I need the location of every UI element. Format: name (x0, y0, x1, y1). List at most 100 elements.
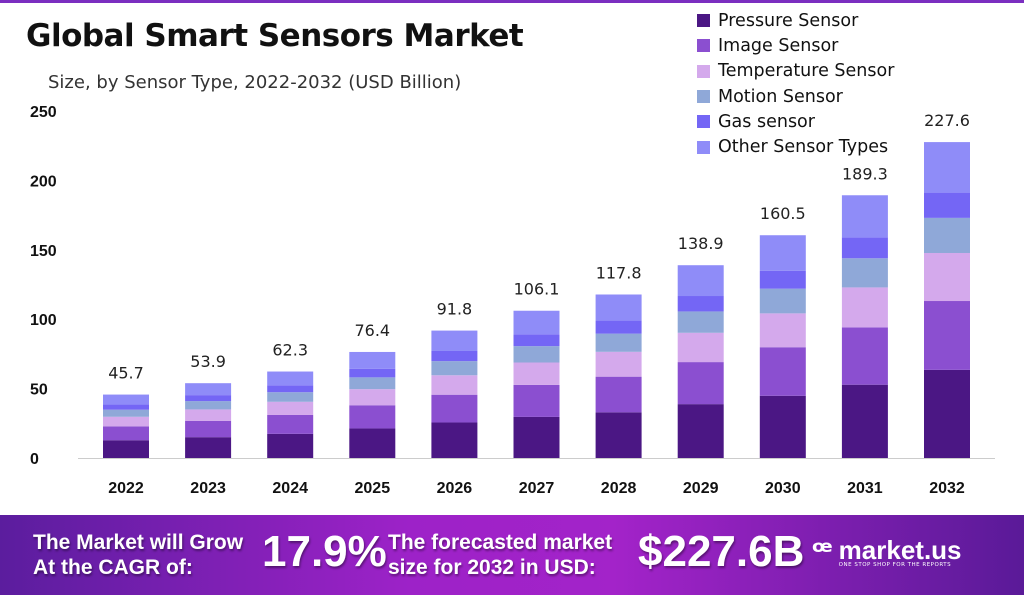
summary-banner: The Market will Grow At the CAGR of: 17.… (0, 515, 1024, 595)
bar-segment-image-sensor (677, 362, 724, 405)
legend-label: Gas sensor (718, 111, 815, 132)
x-tick-label: 2029 (683, 480, 719, 497)
x-tick-label: 2024 (272, 480, 308, 497)
x-tick-label: 2023 (190, 480, 226, 497)
total-label: 45.7 (108, 364, 144, 383)
cagr-value: 17.9% (262, 527, 387, 576)
bar-segment-gas-sensor (185, 395, 232, 402)
bar-segment-motion-sensor (513, 346, 560, 363)
chart-subtitle: Size, by Sensor Type, 2022-2032 (USD Bil… (48, 72, 462, 93)
bar-segment-temperature-sensor (513, 362, 560, 385)
cagr-label: The Market will Grow At the CAGR of: (33, 531, 244, 579)
total-label: 76.4 (354, 321, 390, 340)
bar-segment-image-sensor (841, 327, 888, 385)
bar-segment-pressure-sensor (841, 384, 888, 458)
logo-mark-icon: ꟹ (812, 535, 833, 570)
bar-segment-image-sensor (185, 420, 232, 438)
y-tick-label: 0 (30, 451, 39, 468)
bar-segment-motion-sensor (677, 311, 724, 333)
legend-swatch (697, 115, 710, 129)
bar-segment-pressure-sensor (759, 395, 806, 458)
bar-segment-temperature-sensor (185, 409, 232, 421)
brand-tagline: ONE STOP SHOP FOR THE REPORTS (838, 561, 952, 568)
stacked-bar-chart: 0 50 100 150 200 250 45.7 2022 53.9 2023 62.3 2024 7… (30, 104, 995, 497)
total-label: 227.6 (924, 111, 970, 130)
x-tick-label: 2031 (847, 480, 883, 497)
bar-segment-motion-sensor (267, 392, 314, 402)
bar-segment-temperature-sensor (267, 401, 314, 415)
bar-segment-temperature-sensor (677, 332, 724, 363)
legend-item: Temperature Sensor (697, 59, 894, 84)
legend-label: Image Sensor (718, 35, 839, 56)
bar-segment-temperature-sensor (924, 252, 970, 302)
total-label: 53.9 (190, 352, 226, 371)
bar-segment-gas-sensor (267, 385, 314, 393)
bar-segment-motion-sensor (841, 258, 888, 288)
legend-item: Motion Sensor (697, 84, 894, 109)
top-border (0, 0, 1024, 3)
forecast-value: $227.6B (638, 527, 805, 576)
bar-segment-gas-sensor (431, 350, 478, 362)
bar-segment-pressure-sensor (349, 428, 396, 458)
bar-segment-other-sensor-types (924, 142, 970, 193)
bar-segment-temperature-sensor (349, 389, 396, 406)
bar-segment-image-sensor (595, 376, 642, 413)
bar-segment-temperature-sensor (841, 287, 888, 328)
legend-label: Pressure Sensor (718, 10, 859, 31)
legend-item: Gas sensor (697, 109, 894, 134)
y-tick-label: 150 (30, 243, 57, 260)
total-label: 117.8 (596, 263, 642, 282)
legend-swatch (697, 140, 710, 154)
bar-segment-gas-sensor (759, 270, 806, 289)
bar-segment-pressure-sensor (103, 440, 149, 458)
total-label: 138.9 (678, 234, 724, 253)
bar-segment-gas-sensor (513, 334, 560, 347)
legend-item: Other Sensor Types (697, 134, 894, 159)
bar-segment-other-sensor-types (185, 383, 232, 396)
bar-segment-pressure-sensor (267, 433, 314, 458)
legend-label: Other Sensor Types (718, 137, 889, 158)
bar-segment-gas-sensor (349, 368, 396, 378)
bar-segment-image-sensor (513, 384, 560, 417)
y-tick-label: 200 (30, 173, 57, 190)
total-label: 160.5 (760, 204, 806, 223)
x-tick-label: 2028 (601, 480, 637, 497)
bar-segment-pressure-sensor (513, 416, 560, 458)
legend-item: Image Sensor (697, 33, 894, 58)
total-label: 62.3 (272, 341, 308, 360)
bar-segment-image-sensor (103, 426, 149, 441)
bar-segment-motion-sensor (759, 288, 806, 314)
bar-segment-image-sensor (431, 394, 478, 423)
bar-segment-other-sensor-types (349, 351, 396, 369)
legend-swatch (697, 90, 710, 104)
bar-segment-other-sensor-types (841, 195, 888, 238)
bar-segment-image-sensor (267, 414, 314, 434)
x-tick-label: 2025 (355, 480, 391, 497)
bar-segment-other-sensor-types (513, 310, 560, 335)
bar-segment-motion-sensor (349, 377, 396, 390)
x-tick-label: 2027 (519, 480, 555, 497)
bar-segment-motion-sensor (595, 333, 642, 352)
bar-segment-motion-sensor (431, 361, 478, 376)
bar-segment-other-sensor-types (103, 394, 149, 405)
bar-segment-other-sensor-types (759, 235, 806, 271)
y-tick-label: 100 (30, 312, 57, 329)
bar-segment-other-sensor-types (267, 371, 314, 386)
bar-segment-gas-sensor (841, 237, 888, 259)
y-tick-label: 250 (30, 104, 57, 121)
legend-swatch (697, 64, 710, 78)
bar-segment-pressure-sensor (185, 437, 232, 458)
brand-name: market.us (838, 534, 962, 565)
bar-segment-pressure-sensor (595, 412, 642, 458)
bar-segment-motion-sensor (924, 217, 970, 253)
bar-segment-other-sensor-types (595, 294, 642, 321)
legend-label: Motion Sensor (718, 86, 843, 107)
bar-segment-motion-sensor (185, 401, 232, 410)
x-tick-label: 2026 (437, 480, 473, 497)
legend-swatch (697, 39, 710, 53)
total-label: 189.3 (842, 164, 888, 183)
bar-segment-motion-sensor (103, 409, 149, 417)
bar-segment-pressure-sensor (677, 404, 724, 458)
bar-segment-temperature-sensor (103, 416, 149, 427)
bar-segment-pressure-sensor (431, 422, 478, 458)
